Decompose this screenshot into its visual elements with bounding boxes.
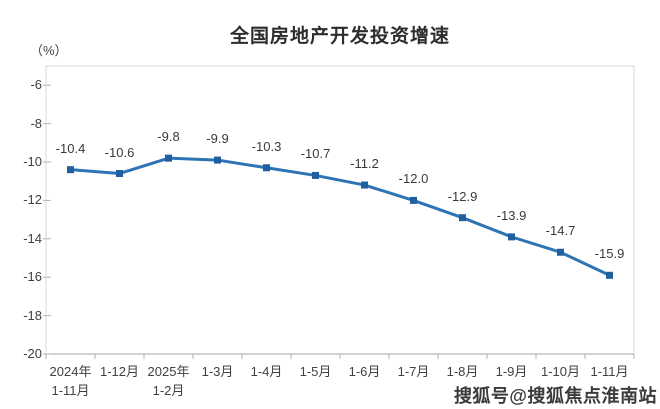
y-tick-label: -6 (30, 77, 42, 93)
data-label: -11.2 (350, 156, 379, 172)
series-line (69, 156, 611, 277)
x-axis-label: 2024年 1-11月 (49, 364, 92, 398)
data-point-marker (67, 166, 74, 174)
data-label: -9.8 (157, 129, 180, 145)
data-point-marker (606, 271, 613, 279)
data-label: -10.4 (55, 140, 86, 156)
y-tick-label: -8 (30, 115, 42, 131)
x-axis-label: 1-10月 (540, 364, 581, 379)
data-point-marker (508, 233, 515, 241)
data-label: -12.9 (447, 188, 478, 204)
data-label: -10.7 (300, 146, 331, 162)
y-tick-label: -18 (23, 307, 42, 323)
watermark: 搜狐号@搜狐焦点淮南站 (453, 386, 657, 406)
data-label: -14.7 (545, 223, 576, 239)
x-axis-label: 1-9月 (495, 364, 528, 379)
x-axis-label: 1-3月 (201, 364, 234, 379)
data-label: -12.0 (398, 171, 429, 187)
y-tick-label: -12 (23, 192, 42, 208)
x-axis-label: 1-4月 (250, 364, 283, 379)
x-axis-label: 1-7月 (397, 364, 430, 379)
data-point-marker (410, 196, 417, 204)
x-axis-label: 1-8月 (446, 364, 479, 379)
y-tick-label: -20 (23, 346, 42, 361)
data-label: -10.6 (104, 144, 135, 160)
chart-title: 全国房地产开发投资增速 (229, 26, 450, 47)
data-point-marker (459, 214, 466, 222)
y-tick-label: -14 (23, 230, 42, 246)
x-axis-label: 1-5月 (299, 364, 332, 379)
data-point-marker (557, 248, 564, 256)
data-point-marker (263, 164, 270, 172)
y-tick-label: -16 (23, 269, 42, 285)
data-point-marker (214, 156, 221, 164)
data-point-marker (165, 154, 172, 162)
plot-border (45, 65, 635, 355)
data-label: -15.9 (594, 246, 625, 262)
data-point-marker (312, 171, 319, 179)
x-axis-label: 1-6月 (348, 364, 381, 379)
x-axis-label: 2025年 1-2月 (147, 364, 190, 398)
data-point-marker (361, 181, 368, 189)
data-point-marker (116, 170, 123, 178)
y-axis-unit-label: （%） (30, 43, 68, 58)
x-axis-label: 1-11月 (590, 364, 629, 379)
x-axis-label: 1-12月 (99, 364, 140, 379)
y-tick-label: -10 (23, 154, 42, 169)
data-label: -13.9 (496, 207, 527, 223)
data-label: -10.3 (251, 138, 282, 154)
data-label: -9.9 (206, 131, 229, 147)
